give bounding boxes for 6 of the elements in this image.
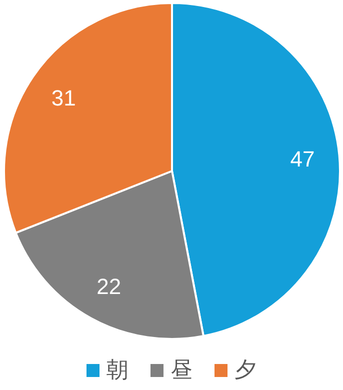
legend-label: 昼 <box>170 357 192 382</box>
data-label: 31 <box>51 85 76 110</box>
data-label: 47 <box>290 146 315 172</box>
legend-label: 朝 <box>106 357 128 382</box>
data-label: 22 <box>96 274 122 299</box>
legend-label: 夕 <box>234 357 256 382</box>
